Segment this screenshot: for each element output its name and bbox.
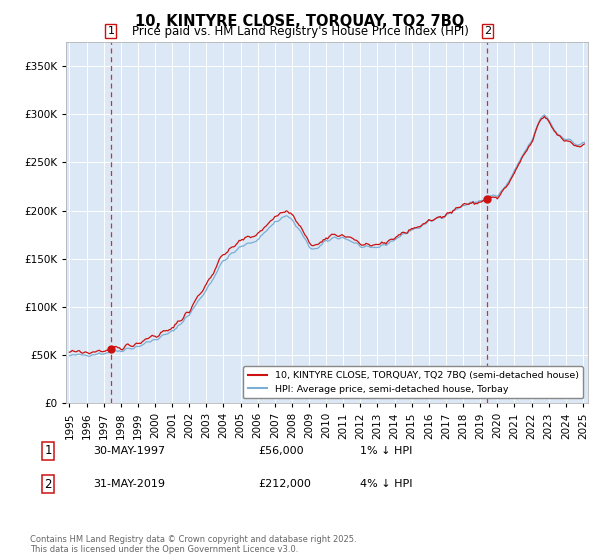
- Text: 2: 2: [484, 26, 491, 36]
- Text: 30-MAY-1997: 30-MAY-1997: [93, 446, 165, 456]
- Text: 10, KINTYRE CLOSE, TORQUAY, TQ2 7BQ: 10, KINTYRE CLOSE, TORQUAY, TQ2 7BQ: [136, 14, 464, 29]
- Text: 1: 1: [44, 444, 52, 458]
- Text: £212,000: £212,000: [258, 479, 311, 489]
- Text: £56,000: £56,000: [258, 446, 304, 456]
- Text: 31-MAY-2019: 31-MAY-2019: [93, 479, 165, 489]
- Legend: 10, KINTYRE CLOSE, TORQUAY, TQ2 7BQ (semi-detached house), HPI: Average price, s: 10, KINTYRE CLOSE, TORQUAY, TQ2 7BQ (sem…: [244, 366, 583, 399]
- Text: 1% ↓ HPI: 1% ↓ HPI: [360, 446, 412, 456]
- Text: 4% ↓ HPI: 4% ↓ HPI: [360, 479, 413, 489]
- Text: Price paid vs. HM Land Registry's House Price Index (HPI): Price paid vs. HM Land Registry's House …: [131, 25, 469, 38]
- Text: 2: 2: [44, 478, 52, 491]
- Text: Contains HM Land Registry data © Crown copyright and database right 2025.
This d: Contains HM Land Registry data © Crown c…: [30, 535, 356, 554]
- Text: 1: 1: [107, 26, 115, 36]
